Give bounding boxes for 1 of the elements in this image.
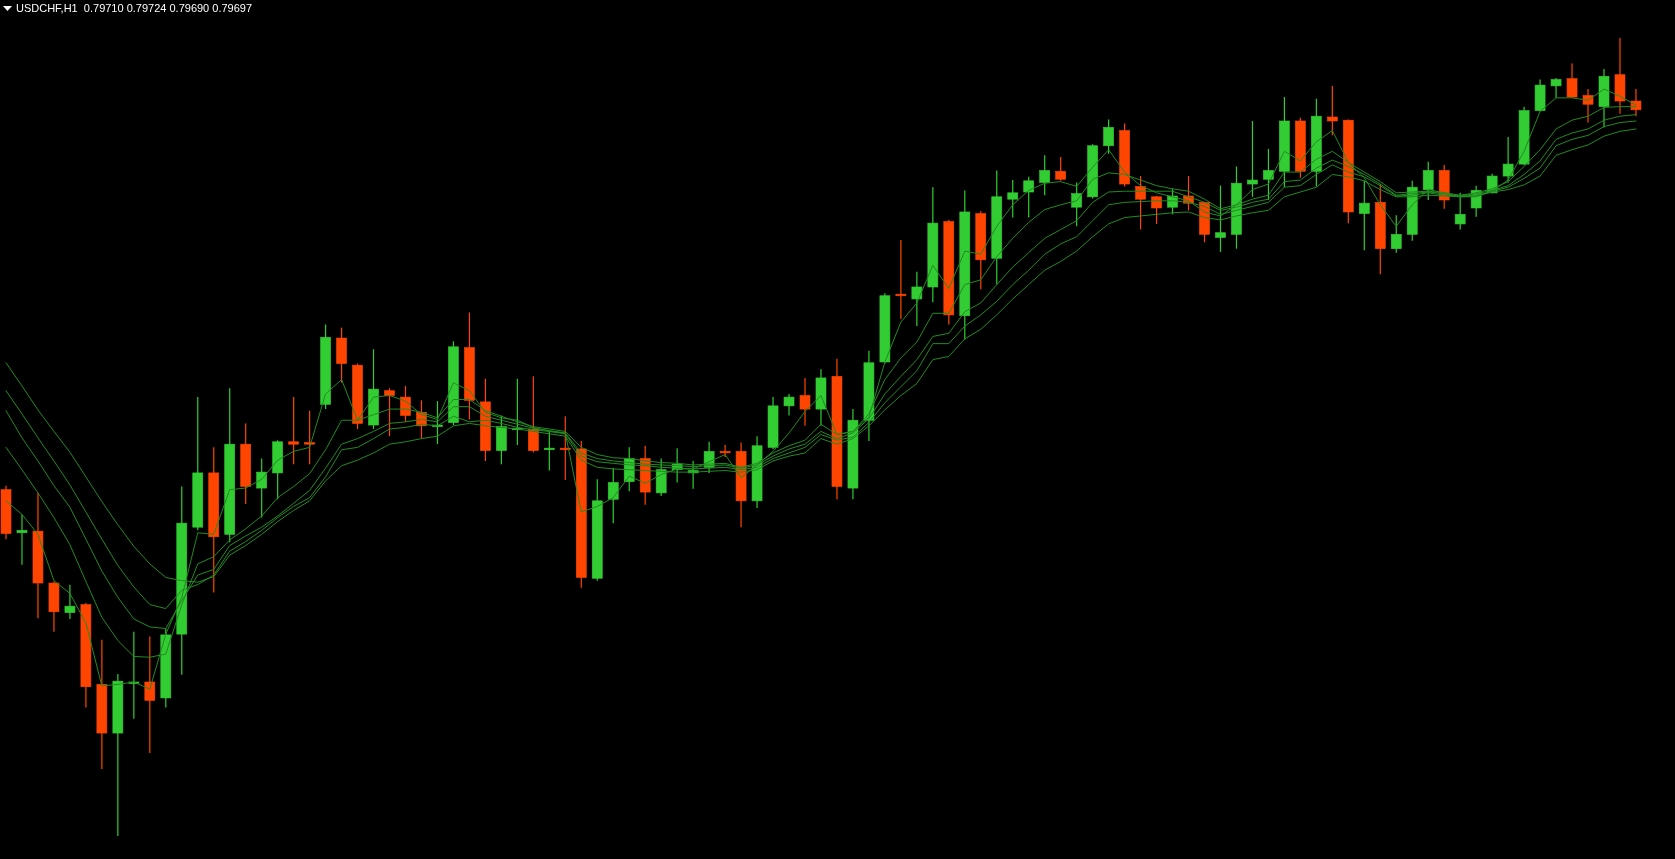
chart-title: USDCHF,H1 0.79710 0.79724 0.79690 0.79697	[16, 2, 253, 14]
